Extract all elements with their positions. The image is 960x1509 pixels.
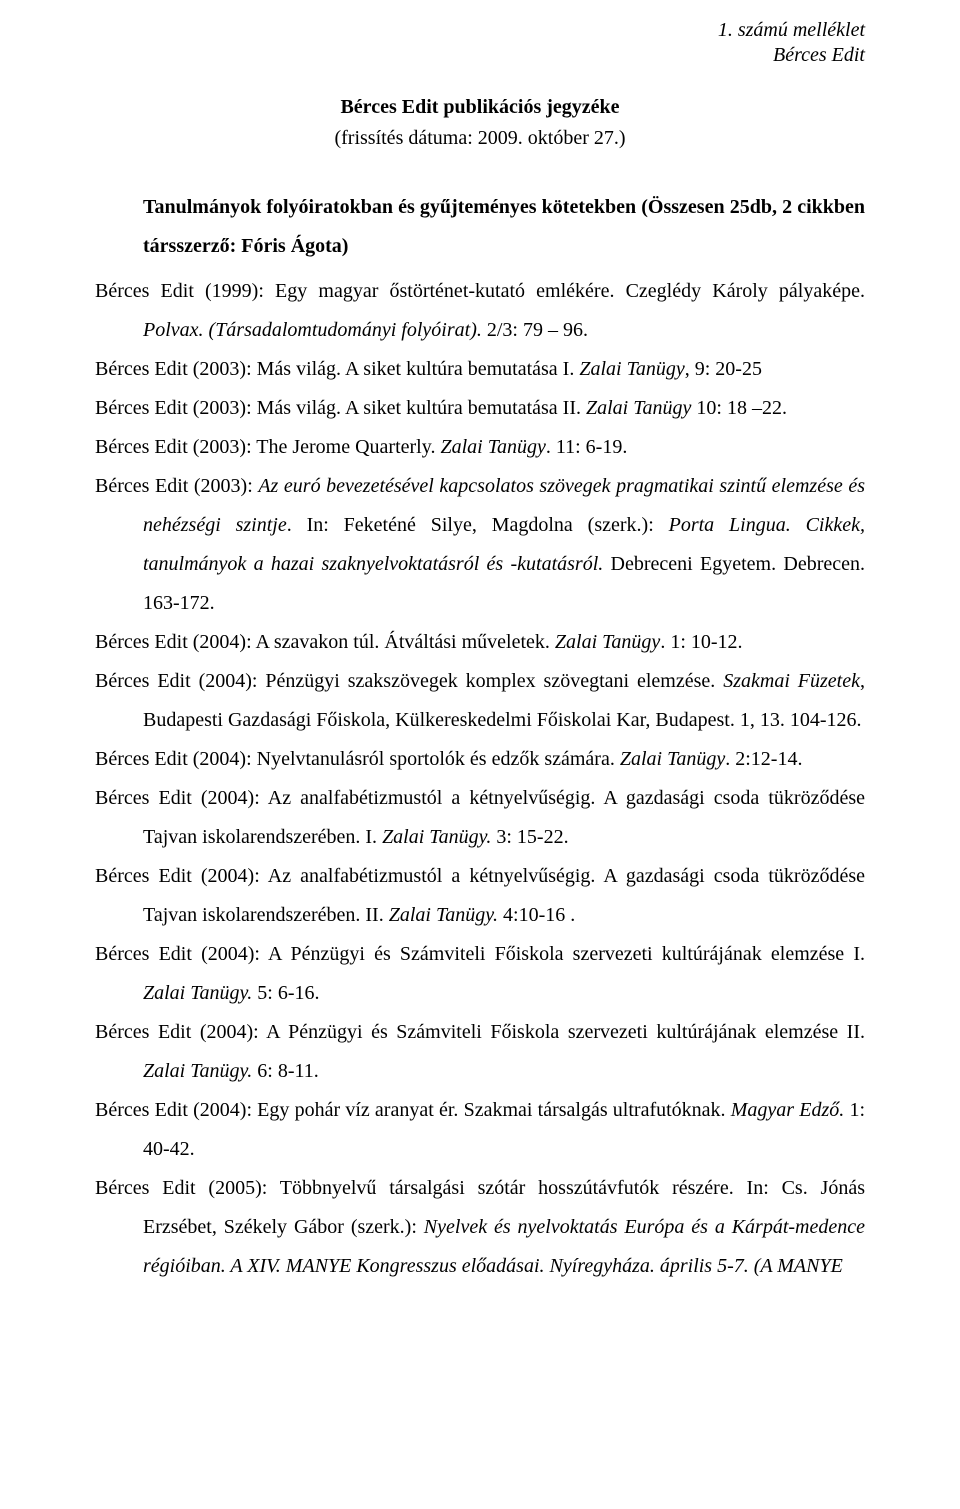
page-header: 1. számú melléklet Bérces Edit [95, 18, 865, 68]
document-title: Bérces Edit publikációs jegyzéke [95, 96, 865, 119]
bibliography-entry: Bérces Edit (2003): The Jerome Quarterly… [95, 428, 865, 467]
bibliography-entry: Bérces Edit (2003): Más világ. A siket k… [95, 389, 865, 428]
bibliography-entry: Bérces Edit (2003): Az euró bevezetéséve… [95, 467, 865, 623]
bibliography-entry: Bérces Edit (2003): Más világ. A siket k… [95, 350, 865, 389]
header-line-1: 1. számú melléklet [95, 18, 865, 43]
bibliography-entry: Bérces Edit (2004): A Pénzügyi és Számvi… [95, 935, 865, 1013]
bibliography-entry: Bérces Edit (2004): Egy pohár víz aranya… [95, 1091, 865, 1169]
bibliography-entry: Bérces Edit (2004): Nyelvtanulásról spor… [95, 740, 865, 779]
section-heading: Tanulmányok folyóiratokban és gyűjtemény… [95, 188, 865, 266]
bibliography-entry: Bérces Edit (2004): Az analfabétizmustól… [95, 857, 865, 935]
bibliography-entry: Bérces Edit (2005): Többnyelvű társalgás… [95, 1169, 865, 1286]
header-line-2: Bérces Edit [95, 43, 865, 68]
bibliography-entry: Bérces Edit (1999): Egy magyar őstörténe… [95, 272, 865, 350]
bibliography-entry: Bérces Edit (2004): Pénzügyi szakszövege… [95, 662, 865, 740]
bibliography-entry: Bérces Edit (2004): A szavakon túl. Átvá… [95, 623, 865, 662]
bibliography-entry: Bérces Edit (2004): Az analfabétizmustól… [95, 779, 865, 857]
bibliography-list: Bérces Edit (1999): Egy magyar őstörténe… [95, 272, 865, 1286]
document-subtitle: (frissítés dátuma: 2009. október 27.) [95, 127, 865, 150]
document-page: 1. számú melléklet Bérces Edit Bérces Ed… [0, 0, 960, 1509]
bibliography-entry: Bérces Edit (2004): A Pénzügyi és Számvi… [95, 1013, 865, 1091]
